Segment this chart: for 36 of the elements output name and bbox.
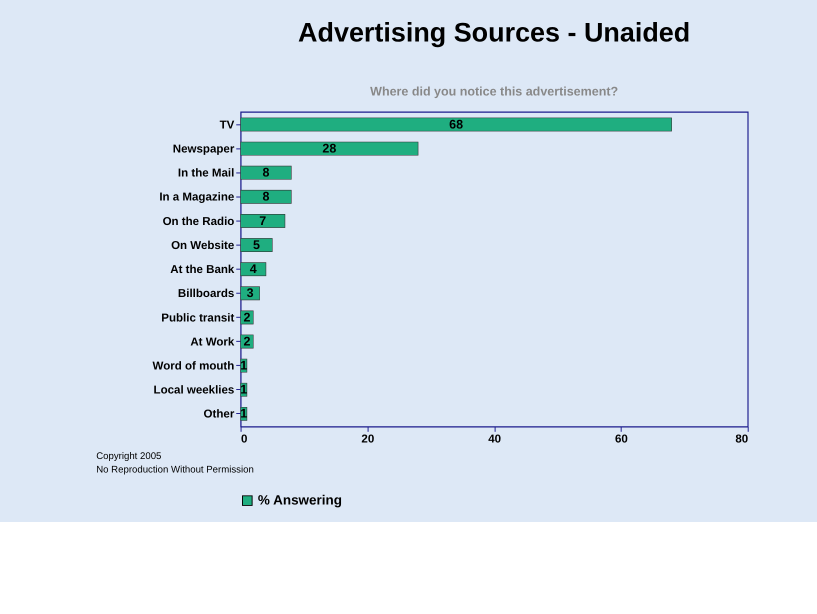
y-tick-label: At the Bank <box>170 264 235 276</box>
chart-subtitle: Where did you notice this advertisement? <box>370 84 618 98</box>
y-tick-label: At Work <box>190 336 235 348</box>
data-label: 1 <box>240 382 248 397</box>
data-label: 1 <box>240 406 248 421</box>
data-label: 68 <box>449 117 464 132</box>
y-tick-label: Public transit <box>161 312 234 324</box>
y-tick-label: Billboards <box>178 288 234 300</box>
data-label: 2 <box>243 334 250 348</box>
chart-title: Advertising Sources - Unaided <box>298 18 690 48</box>
x-tick-label: 40 <box>488 433 502 446</box>
text: Copyright 2005 <box>96 451 162 462</box>
y-tick-label: In the Mail <box>178 168 234 180</box>
data-label: 3 <box>246 286 254 300</box>
y-tick-label: TV <box>220 119 235 132</box>
x-tick-label: 20 <box>361 433 374 446</box>
y-tick-label: On Website <box>171 240 235 252</box>
y-tick-label: Word of mouth <box>152 360 234 372</box>
x-tick-label: 80 <box>735 433 748 446</box>
y-tick-label: Newspaper <box>172 143 235 156</box>
data-label: 7 <box>259 214 266 228</box>
data-label: 8 <box>262 166 270 180</box>
x-tick-label: 0 <box>241 433 248 446</box>
data-label: 2 <box>243 310 250 324</box>
legend-label: % Answering <box>258 492 342 508</box>
y-tick-label: On the Radio <box>162 216 234 228</box>
y-tick-label: Other <box>204 408 235 421</box>
data-label: 28 <box>322 141 336 156</box>
data-label: 5 <box>252 238 260 252</box>
y-tick-label: In a Magazine <box>159 192 235 204</box>
text: No Reproduction Without Permission <box>96 464 254 476</box>
data-label: 8 <box>262 190 270 204</box>
y-tick-label: Local weeklies <box>154 384 234 397</box>
data-label: 1 <box>240 358 248 372</box>
x-tick-label: 60 <box>614 433 628 446</box>
data-label: 4 <box>250 262 257 276</box>
